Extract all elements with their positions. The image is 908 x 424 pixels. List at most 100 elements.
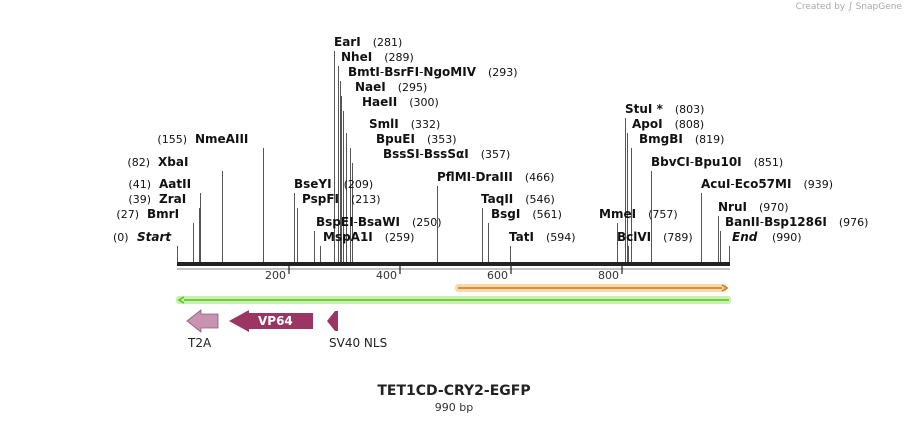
site-name: SmlI (369, 117, 399, 131)
site-separator: - (419, 65, 423, 79)
site-position: (213) (351, 193, 381, 206)
site-name: PspFI (302, 192, 339, 206)
site-name: NruI (718, 200, 747, 214)
site-name: DraIII (475, 170, 512, 184)
end-position: (990) (772, 231, 802, 244)
site-name: NaeI (355, 80, 386, 94)
site-name: BsaWI (358, 215, 400, 229)
site-position: (357) (481, 148, 511, 161)
ruler-tick-label: 200 (265, 269, 286, 282)
credit-brand: SnapGene (855, 2, 902, 12)
site-name: NmeAIII (195, 132, 248, 146)
site-separator: - (354, 215, 358, 229)
site-name: HaeII (362, 95, 397, 109)
site-name: NheI (341, 50, 372, 64)
ruler-tick-label: 800 (598, 269, 619, 282)
site-separator: - (380, 65, 384, 79)
site-name: BmgBI (639, 132, 683, 146)
site-name: NgoMIV (423, 65, 476, 79)
site-position: (819) (695, 133, 725, 146)
ruler-tick-label: 600 (487, 269, 508, 282)
site-name: Eco57MI (735, 177, 792, 191)
site-position: (757) (648, 208, 678, 221)
site-name: BspEI (316, 215, 354, 229)
site-name: Bsp1286I (764, 215, 827, 229)
snapgene-logo-icon: ∫ (848, 2, 853, 12)
site-position: (27) (116, 208, 139, 221)
site-name: BmtI (348, 65, 380, 79)
snapgene-credit: Created by ∫ SnapGene (796, 2, 902, 12)
orange-track-arrow-icon (721, 284, 729, 292)
site-position: (41) (128, 178, 151, 191)
site-separator: - (760, 215, 764, 229)
site-name: ZraI (159, 192, 186, 206)
site-position: (293) (488, 66, 518, 79)
site-name: BclVI (617, 230, 651, 244)
site-name: MmeI (599, 207, 636, 221)
site-position: (803) (675, 103, 705, 116)
site-position: (851) (754, 156, 784, 169)
feature-label-inside: VP64 (258, 314, 293, 328)
end-label: End (732, 230, 758, 244)
green-track-arrow-icon (177, 296, 185, 304)
site-name: BssSαI (424, 147, 469, 161)
site-position: (155) (157, 133, 187, 146)
site-position: (976) (839, 216, 869, 229)
site-position: (295) (398, 81, 428, 94)
site-position: (332) (411, 118, 441, 131)
site-position: (970) (759, 201, 789, 214)
site-name: BpuEI (376, 132, 415, 146)
site-name: PflMI (437, 170, 471, 184)
t2a-feature-arrow (186, 309, 219, 333)
site-position: (808) (675, 118, 705, 131)
site-name: MspA1I (323, 230, 373, 244)
site-position: (466) (525, 171, 555, 184)
construct-name: TET1CD-CRY2-EGFP (377, 383, 531, 399)
ruler-tick-label: 400 (376, 269, 397, 282)
site-position: (259) (385, 231, 415, 244)
site-name: XbaI (158, 155, 188, 169)
site-position: (281) (373, 36, 403, 49)
sequence-backbone (177, 262, 730, 266)
site-name: BssSI (383, 147, 420, 161)
feature-label: T2A (187, 336, 212, 350)
site-name: TaqII (481, 192, 513, 206)
site-name: BbvCI (651, 155, 690, 169)
site-name: BmrI (147, 207, 179, 221)
site-position: (561) (532, 208, 562, 221)
sv40-nls-feature-arrow (327, 311, 338, 331)
site-position: (82) (127, 156, 150, 169)
site-separator: - (420, 147, 424, 161)
site-separator: - (471, 170, 475, 184)
site-position: (939) (803, 178, 833, 191)
site-position: (546) (525, 193, 555, 206)
vp64-feature-arrow (229, 310, 313, 332)
site-position: (289) (384, 51, 414, 64)
site-position: (353) (427, 133, 457, 146)
site-name: TatI (509, 230, 534, 244)
site-name: BanII (725, 215, 760, 229)
site-name: AcuI (701, 177, 730, 191)
site-name: BseYI (294, 177, 332, 191)
site-name: BsgI (491, 207, 520, 221)
site-name: ApoI (632, 117, 663, 131)
feature-label: SV40 NLS (329, 336, 387, 350)
site-name: Bpu10I (694, 155, 741, 169)
construct-length: 990 bp (434, 401, 474, 414)
site-position: (300) (409, 96, 439, 109)
site-separator: - (730, 177, 734, 191)
site-position: (250) (412, 216, 442, 229)
site-name: StuI * (625, 102, 664, 116)
credit-prefix: Created by (795, 2, 846, 12)
start-label: Start (137, 230, 172, 244)
site-position: (789) (663, 231, 693, 244)
site-name: BsrFI (384, 65, 419, 79)
start-position: (0) (113, 231, 129, 244)
site-position: (594) (546, 231, 576, 244)
site-position: (39) (128, 193, 151, 206)
site-position: (209) (344, 178, 374, 191)
site-name: AatII (159, 177, 191, 191)
site-separator: - (690, 155, 694, 169)
site-name: EarI (334, 35, 361, 49)
